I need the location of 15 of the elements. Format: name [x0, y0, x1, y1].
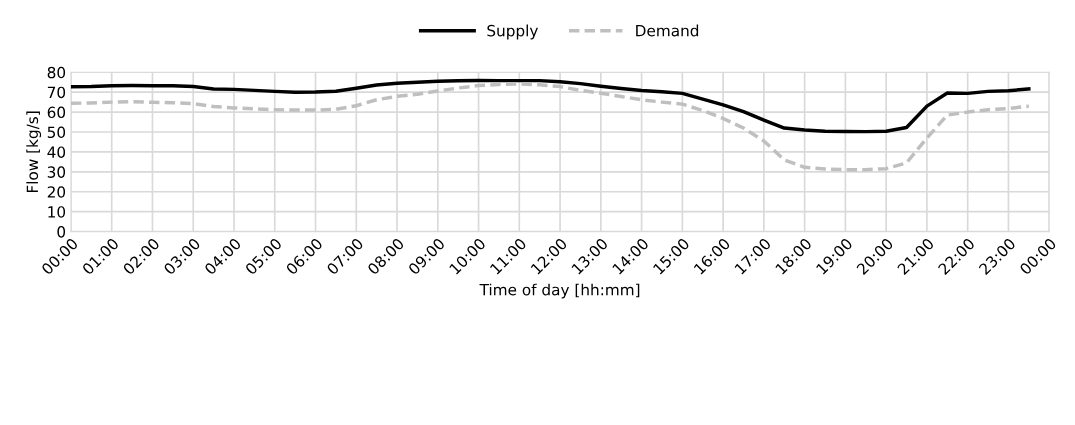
- line-series: [70, 78, 1031, 134]
- y-tick-label: 40: [47, 146, 66, 158]
- legend-label: Demand: [636, 24, 699, 37]
- y-tick-label: 20: [47, 186, 66, 198]
- y-tick-label: 30: [47, 166, 66, 178]
- y-axis-title: Flow [kg/s]: [26, 111, 42, 193]
- x-axis-title: Time of day [hh:mm]: [479, 283, 640, 299]
- y-tick-label: 60: [47, 106, 66, 119]
- y-tick-label: 80: [47, 66, 66, 79]
- legend-label: Supply: [487, 24, 538, 40]
- y-tick-label: 10: [48, 206, 66, 218]
- y-tick-label: 70: [47, 86, 66, 99]
- line-series: [70, 82, 1031, 172]
- y-tick-label: 50: [47, 126, 66, 139]
- y-tick-label: 0: [57, 226, 66, 238]
